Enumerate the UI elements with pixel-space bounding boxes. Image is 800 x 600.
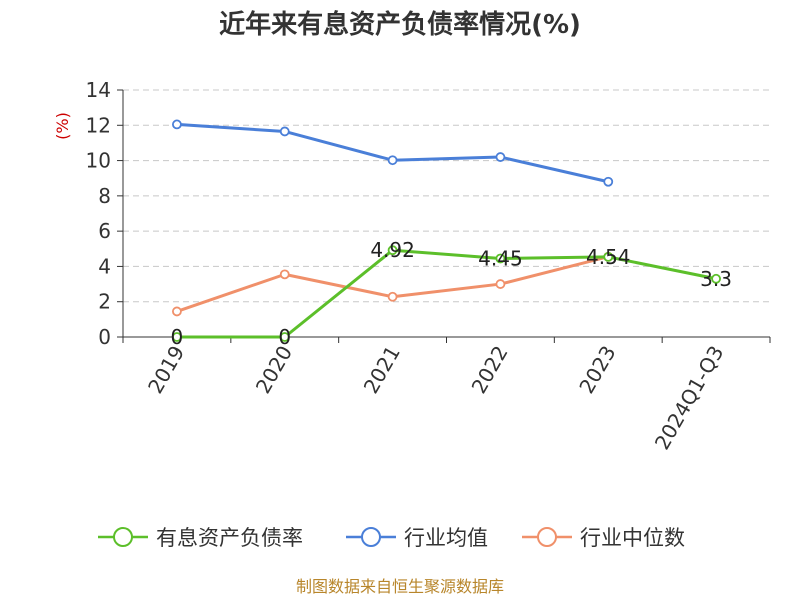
source-note: 制图数据来自恒生聚源数据库 bbox=[296, 577, 504, 596]
data-point[interactable] bbox=[603, 176, 614, 187]
data-point[interactable] bbox=[279, 332, 290, 342]
data-label: 4.54 bbox=[586, 245, 631, 269]
legend-marker bbox=[537, 527, 557, 547]
data-label: 4.92 bbox=[370, 238, 415, 262]
series-lines bbox=[172, 119, 721, 342]
y-tick-label: 6 bbox=[98, 219, 111, 243]
x-tick-label: 2022 bbox=[467, 341, 513, 397]
y-tick-label: 4 bbox=[98, 254, 111, 278]
data-point[interactable] bbox=[603, 252, 614, 262]
series-line bbox=[176, 122, 609, 184]
data-point[interactable] bbox=[172, 306, 182, 317]
x-tick-label: 2023 bbox=[574, 342, 620, 398]
data-point[interactable] bbox=[387, 291, 398, 302]
x-tick-label: 2024Q1-Q3 bbox=[650, 342, 729, 454]
legend-label: 行业均值 bbox=[404, 526, 488, 550]
legend-label: 有息资产负债率 bbox=[156, 526, 303, 550]
data-point[interactable] bbox=[279, 126, 290, 137]
data-label: 3.3 bbox=[700, 267, 732, 291]
data-labels: 0 0 4.92 4.45 4.54 3.3 bbox=[171, 238, 732, 349]
y-axis-unit: (%) bbox=[53, 112, 72, 140]
data-point[interactable] bbox=[495, 152, 506, 162]
x-tick-label: 2020 bbox=[251, 342, 297, 398]
legend-item[interactable]: 行业中位数 bbox=[522, 526, 685, 550]
y-tick-label: 14 bbox=[86, 78, 111, 102]
y-tick-labels: 0 2 4 6 8 10 12 14 bbox=[86, 78, 111, 349]
chart-title: 近年来有息资产负债率情况(%) bbox=[219, 9, 581, 40]
data-label: 4.45 bbox=[478, 246, 523, 270]
data-point[interactable] bbox=[387, 155, 398, 166]
legend-item[interactable]: 有息资产负债率 bbox=[98, 526, 303, 550]
legend-label: 行业中位数 bbox=[580, 526, 685, 550]
y-tick-label: 12 bbox=[86, 113, 111, 137]
grid bbox=[123, 89, 770, 303]
legend-marker bbox=[113, 527, 133, 547]
data-point[interactable] bbox=[172, 332, 182, 342]
data-point[interactable] bbox=[495, 279, 506, 289]
y-tick-label: 10 bbox=[86, 149, 111, 173]
series-line bbox=[176, 255, 609, 313]
series-line bbox=[176, 248, 717, 339]
x-tick-label: 2019 bbox=[143, 342, 189, 398]
legend-item[interactable]: 行业均值 bbox=[346, 526, 488, 550]
data-point[interactable] bbox=[495, 253, 506, 264]
y-tick-label: 2 bbox=[98, 290, 111, 314]
data-point[interactable] bbox=[711, 273, 721, 284]
x-tick-label: 2021 bbox=[359, 342, 405, 398]
data-point[interactable] bbox=[387, 245, 398, 256]
data-label: 0 bbox=[171, 325, 184, 349]
y-tick-label: 8 bbox=[98, 184, 111, 208]
data-point[interactable] bbox=[279, 269, 290, 280]
data-label: 0 bbox=[278, 325, 291, 349]
y-tick-label: 0 bbox=[98, 325, 111, 349]
legend[interactable]: 有息资产负债率 行业均值 行业中位数 bbox=[98, 526, 685, 550]
x-tick-labels: 2019 2020 2021 2022 2023 2024Q1-Q3 bbox=[143, 341, 728, 453]
legend-marker bbox=[361, 527, 381, 547]
data-point[interactable] bbox=[172, 119, 182, 130]
